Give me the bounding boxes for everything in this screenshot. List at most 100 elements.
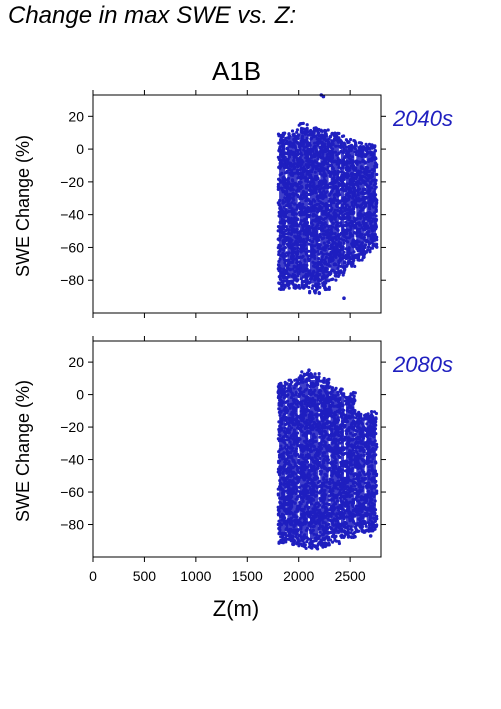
data-point — [323, 544, 327, 549]
data-point — [353, 166, 357, 170]
data-point — [317, 272, 321, 276]
data-point — [354, 255, 359, 260]
data-point — [325, 378, 330, 382]
data-point-cluster — [340, 142, 344, 268]
data-point — [320, 541, 325, 545]
data-point — [285, 382, 289, 386]
data-point — [328, 466, 332, 470]
data-point — [286, 281, 290, 285]
data-point — [294, 535, 298, 539]
data-point — [286, 284, 290, 288]
data-point — [298, 539, 302, 543]
scatter-points — [276, 368, 379, 551]
data-point — [280, 539, 284, 543]
data-point — [364, 215, 368, 220]
data-point — [328, 149, 332, 153]
data-point-cluster — [310, 134, 319, 284]
scenario-label: A1B — [212, 56, 262, 86]
data-point — [339, 270, 343, 274]
data-point — [343, 265, 347, 269]
data-point — [334, 278, 338, 282]
data-point — [297, 283, 301, 288]
data-point — [297, 381, 301, 386]
scatter-points — [276, 93, 379, 301]
data-point — [280, 287, 285, 291]
data-point — [353, 188, 357, 193]
data-point — [331, 540, 335, 544]
data-point — [281, 284, 285, 288]
data-point — [367, 245, 371, 249]
data-point — [290, 538, 295, 542]
data-point — [373, 144, 377, 148]
data-point — [351, 262, 355, 266]
data-point — [356, 258, 360, 262]
data-point — [344, 138, 348, 142]
data-point-cluster — [356, 149, 365, 251]
data-point — [321, 545, 325, 549]
plot-frame — [92, 94, 382, 314]
data-point — [276, 187, 280, 191]
data-point — [322, 379, 326, 383]
data-point — [295, 130, 299, 134]
data-point — [333, 536, 337, 540]
data-point — [328, 273, 332, 277]
data-point — [312, 126, 316, 131]
data-point — [317, 375, 321, 379]
data-point — [370, 146, 374, 150]
data-point — [365, 145, 369, 149]
data-point — [317, 423, 321, 427]
data-point — [364, 160, 368, 165]
data-point — [334, 132, 338, 137]
data-point — [374, 243, 378, 247]
data-point — [343, 232, 347, 236]
data-point — [302, 284, 306, 288]
data-point — [304, 546, 308, 551]
data-point — [364, 203, 368, 207]
data-point — [317, 180, 321, 184]
data-point — [305, 278, 309, 282]
data-point — [295, 128, 299, 132]
data-point — [353, 147, 357, 151]
data-point-cluster — [287, 384, 298, 536]
data-point — [302, 541, 306, 545]
data-point — [307, 376, 311, 380]
data-point — [297, 494, 301, 498]
period-label: 2040s — [392, 106, 453, 131]
data-point — [284, 443, 288, 447]
data-point — [327, 541, 331, 546]
data-point — [328, 238, 332, 242]
data-point — [343, 268, 347, 272]
data-point — [300, 370, 304, 374]
data-point — [311, 539, 315, 543]
data-point — [321, 94, 326, 99]
data-point — [321, 537, 325, 541]
data-point — [326, 128, 330, 132]
data-point — [368, 147, 372, 151]
data-point — [276, 185, 280, 189]
data-point — [284, 537, 288, 541]
data-point — [375, 235, 379, 239]
data-point — [317, 291, 322, 296]
data-point-cluster — [330, 139, 339, 271]
data-point — [338, 182, 342, 186]
data-point — [328, 135, 333, 139]
data-point — [334, 539, 338, 543]
data-point — [334, 386, 338, 390]
data-point — [316, 547, 320, 551]
data-point — [354, 144, 358, 148]
data-point — [277, 287, 282, 291]
data-point — [276, 246, 280, 250]
data-point — [358, 145, 363, 149]
data-point — [341, 273, 345, 277]
data-point — [292, 132, 296, 136]
data-point — [337, 131, 341, 136]
y-tick-label: 20 — [68, 108, 84, 124]
data-point — [349, 137, 353, 142]
data-point — [277, 281, 281, 285]
data-point-cluster — [310, 380, 319, 540]
data-point — [364, 243, 368, 247]
data-point — [306, 371, 310, 375]
data-point — [281, 282, 285, 286]
data-point — [318, 285, 322, 289]
